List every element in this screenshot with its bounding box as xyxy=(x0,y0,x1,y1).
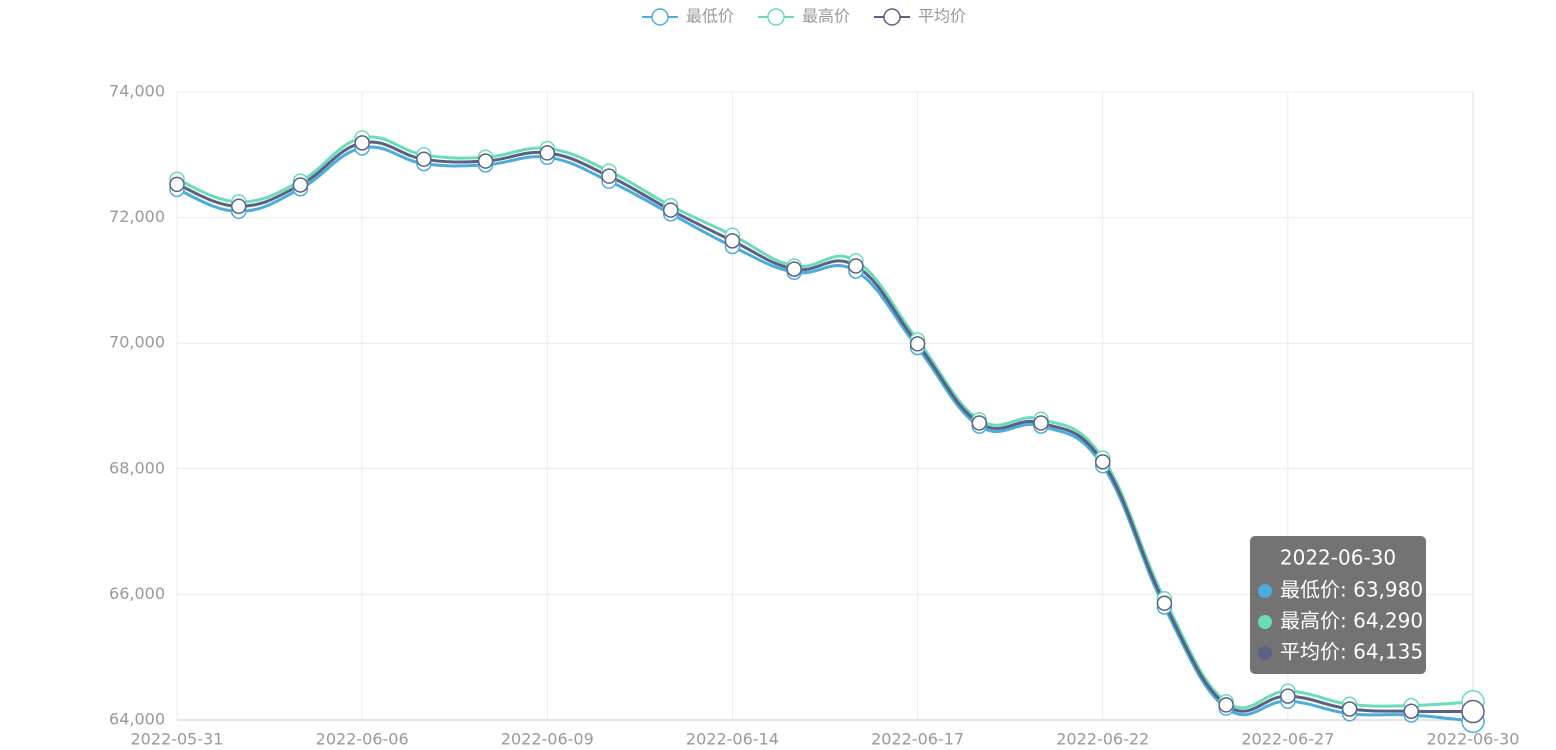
point xyxy=(169,176,185,193)
legend-marker xyxy=(767,8,785,26)
point xyxy=(909,336,926,352)
point xyxy=(354,135,370,151)
point xyxy=(1218,697,1234,713)
x-tick-label: 2022-06-30 xyxy=(1427,730,1520,749)
point xyxy=(416,151,432,167)
tooltip-row: 平均价: 64,135 xyxy=(1280,640,1423,664)
point xyxy=(724,233,741,249)
legend-label: 平均价 xyxy=(918,7,966,26)
tooltip-box xyxy=(1250,536,1426,674)
x-tick-label: 2022-06-14 xyxy=(686,730,779,749)
point xyxy=(230,198,247,215)
x-tick-label: 2022-06-22 xyxy=(1056,730,1149,749)
x-tick-label: 2022-05-31 xyxy=(131,730,224,749)
point xyxy=(848,258,864,274)
y-tick-label: 68,000 xyxy=(109,458,165,477)
tooltip-row: 最高价: 64,290 xyxy=(1280,609,1423,633)
point xyxy=(539,145,556,161)
tooltip-dot xyxy=(1258,584,1272,598)
y-tick-label: 66,000 xyxy=(109,584,165,603)
x-tick-label: 2022-06-06 xyxy=(316,730,409,749)
x-tick-label: 2022-06-09 xyxy=(501,730,594,749)
tooltip-row: 最低价: 63,980 xyxy=(1280,578,1423,602)
legend-label: 最高价 xyxy=(802,7,850,26)
point xyxy=(1461,699,1485,724)
tooltip-dot xyxy=(1258,615,1272,629)
point xyxy=(477,153,494,169)
y-tick-label: 64,000 xyxy=(109,710,165,729)
point xyxy=(1156,595,1173,611)
point xyxy=(601,168,617,184)
legend-item: 最高价 xyxy=(758,7,850,26)
legend-marker xyxy=(883,8,901,26)
point xyxy=(662,202,679,218)
point xyxy=(292,177,309,193)
point xyxy=(971,415,988,431)
x-tick-label: 2022-06-17 xyxy=(871,730,964,749)
point xyxy=(786,261,802,277)
point xyxy=(1094,454,1111,470)
point xyxy=(1033,415,1049,431)
legend-label: 最低价 xyxy=(686,7,734,26)
tooltip-title: 2022-06-30 xyxy=(1280,546,1396,570)
tooltip-dot xyxy=(1258,646,1272,660)
point xyxy=(1403,703,1420,719)
legend-item: 最低价 xyxy=(642,7,734,26)
y-tick-label: 72,000 xyxy=(109,207,165,226)
y-tick-label: 74,000 xyxy=(109,82,165,101)
point xyxy=(1341,701,1358,717)
tooltip: 2022-06-30 最低价: 63,980 最高价: 64,290 平均价: 64,… xyxy=(1250,536,1426,674)
legend-marker xyxy=(651,8,669,26)
legend-item: 平均价 xyxy=(874,7,966,26)
x-tick-label: 2022-06-27 xyxy=(1241,730,1334,749)
y-tick-label: 70,000 xyxy=(109,333,165,352)
point xyxy=(1280,688,1296,704)
